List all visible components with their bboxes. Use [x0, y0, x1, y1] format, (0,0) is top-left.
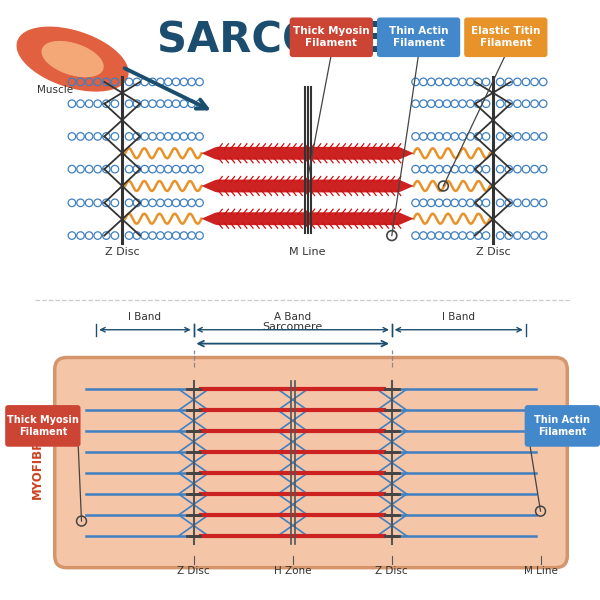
FancyBboxPatch shape — [464, 17, 547, 57]
FancyBboxPatch shape — [290, 17, 373, 57]
Text: Elastic Titin
Filament: Elastic Titin Filament — [471, 26, 541, 48]
Text: Sarcomere: Sarcomere — [263, 322, 323, 332]
Text: Z Disc: Z Disc — [476, 247, 510, 257]
Text: Muscle: Muscle — [37, 85, 73, 95]
Text: Thick Myosin
Filament: Thick Myosin Filament — [7, 415, 79, 437]
Polygon shape — [202, 212, 413, 225]
FancyBboxPatch shape — [524, 405, 600, 447]
Text: MYOFIBRIL: MYOFIBRIL — [31, 427, 43, 499]
Polygon shape — [202, 147, 413, 160]
Text: H Zone: H Zone — [274, 566, 311, 575]
Text: Thin Actin
Filament: Thin Actin Filament — [389, 26, 448, 48]
Polygon shape — [17, 27, 128, 91]
Polygon shape — [202, 179, 413, 193]
Text: SARCOMERE: SARCOMERE — [157, 19, 448, 61]
Text: M Line: M Line — [524, 566, 557, 575]
Text: Z Disc: Z Disc — [105, 247, 139, 257]
Polygon shape — [42, 41, 103, 77]
Text: M Line: M Line — [289, 247, 326, 257]
Text: I Band: I Band — [128, 312, 161, 322]
Text: Z Disc: Z Disc — [177, 566, 210, 575]
Text: Thick Myosin
Filament: Thick Myosin Filament — [293, 26, 370, 48]
Text: Thin Actin
Filament: Thin Actin Filament — [535, 415, 590, 437]
FancyBboxPatch shape — [5, 405, 80, 447]
Text: I Band: I Band — [442, 312, 475, 322]
Text: Z Disc: Z Disc — [376, 566, 408, 575]
FancyBboxPatch shape — [377, 17, 460, 57]
Text: A Band: A Band — [274, 312, 311, 322]
FancyBboxPatch shape — [55, 358, 567, 568]
